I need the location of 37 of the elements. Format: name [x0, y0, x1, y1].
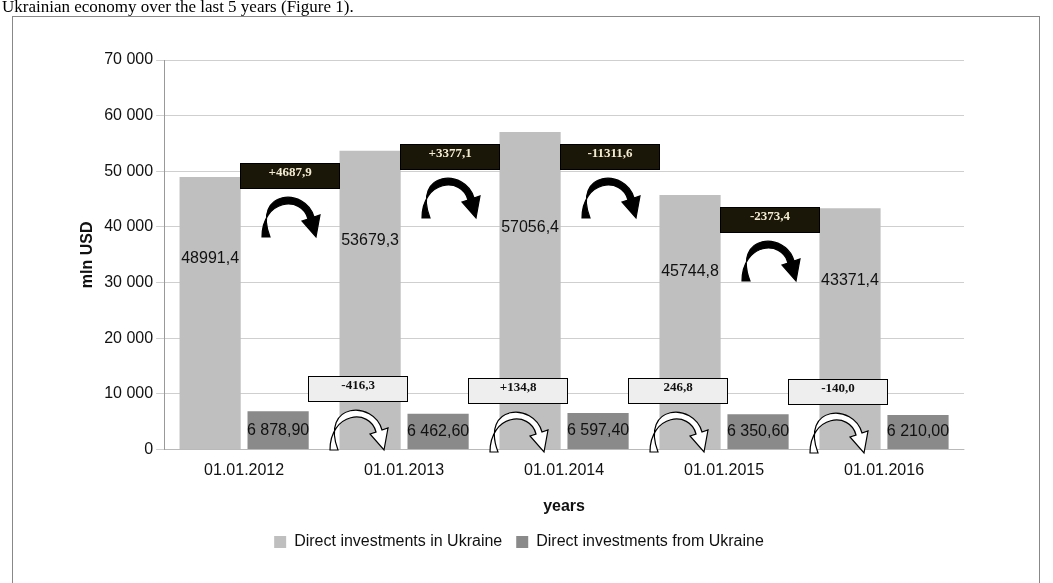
x-tick-label: 01.01.2013 [364, 460, 445, 478]
callout-box: +3377,1 [400, 144, 501, 171]
y-tick-label: 60 000 [104, 106, 154, 124]
data-label: 43371,4 [821, 270, 880, 288]
data-label: 53679,3 [341, 230, 400, 248]
bar [179, 176, 241, 450]
x-tick-label: 01.01.2014 [524, 460, 605, 478]
legend-label: Direct investments from Ukraine [536, 532, 764, 550]
callout-box: -416,3 [308, 376, 409, 403]
y-tick-label: 30 000 [104, 273, 154, 291]
chart-title: Ukrainian economy over the last 5 years (Figure 1). [2, 0, 354, 17]
callout-box: +4687,9 [240, 162, 341, 189]
callout-box: -140,0 [788, 379, 888, 406]
callout-box: +134,8 [468, 377, 569, 404]
y-tick-label: 50 000 [104, 161, 154, 179]
x-tick-label: 01.01.2012 [204, 460, 285, 478]
data-label: 6 462,60 [406, 421, 470, 439]
callout-box: -2373,4 [720, 207, 821, 233]
y-tick-label: 70 000 [104, 50, 154, 68]
data-label: 6 878,90 [246, 420, 310, 438]
y-tick-label: 40 000 [104, 217, 154, 235]
y-tick-label: 0 [144, 440, 154, 458]
x-tick-label: 01.01.2016 [843, 460, 925, 478]
y-tick-label: 20 000 [104, 328, 154, 346]
callout-box: -11311,6 [560, 144, 661, 171]
y-axis-title: mln USD [78, 221, 96, 289]
callout-box: 246,8 [628, 377, 729, 404]
legend-label: Direct investments in Ukraine [294, 532, 503, 550]
data-label: 6 597,40 [566, 421, 630, 439]
x-tick-label: 01.01.2015 [684, 460, 765, 478]
data-label: 6 210,00 [886, 422, 950, 440]
y-tick-label: 10 000 [104, 384, 154, 402]
data-label: 57056,4 [501, 217, 560, 235]
data-label: 48991,4 [181, 248, 240, 266]
data-label: 45744,8 [661, 261, 720, 279]
data-label: 6 350,60 [726, 422, 790, 440]
x-axis-title: years [543, 496, 586, 514]
